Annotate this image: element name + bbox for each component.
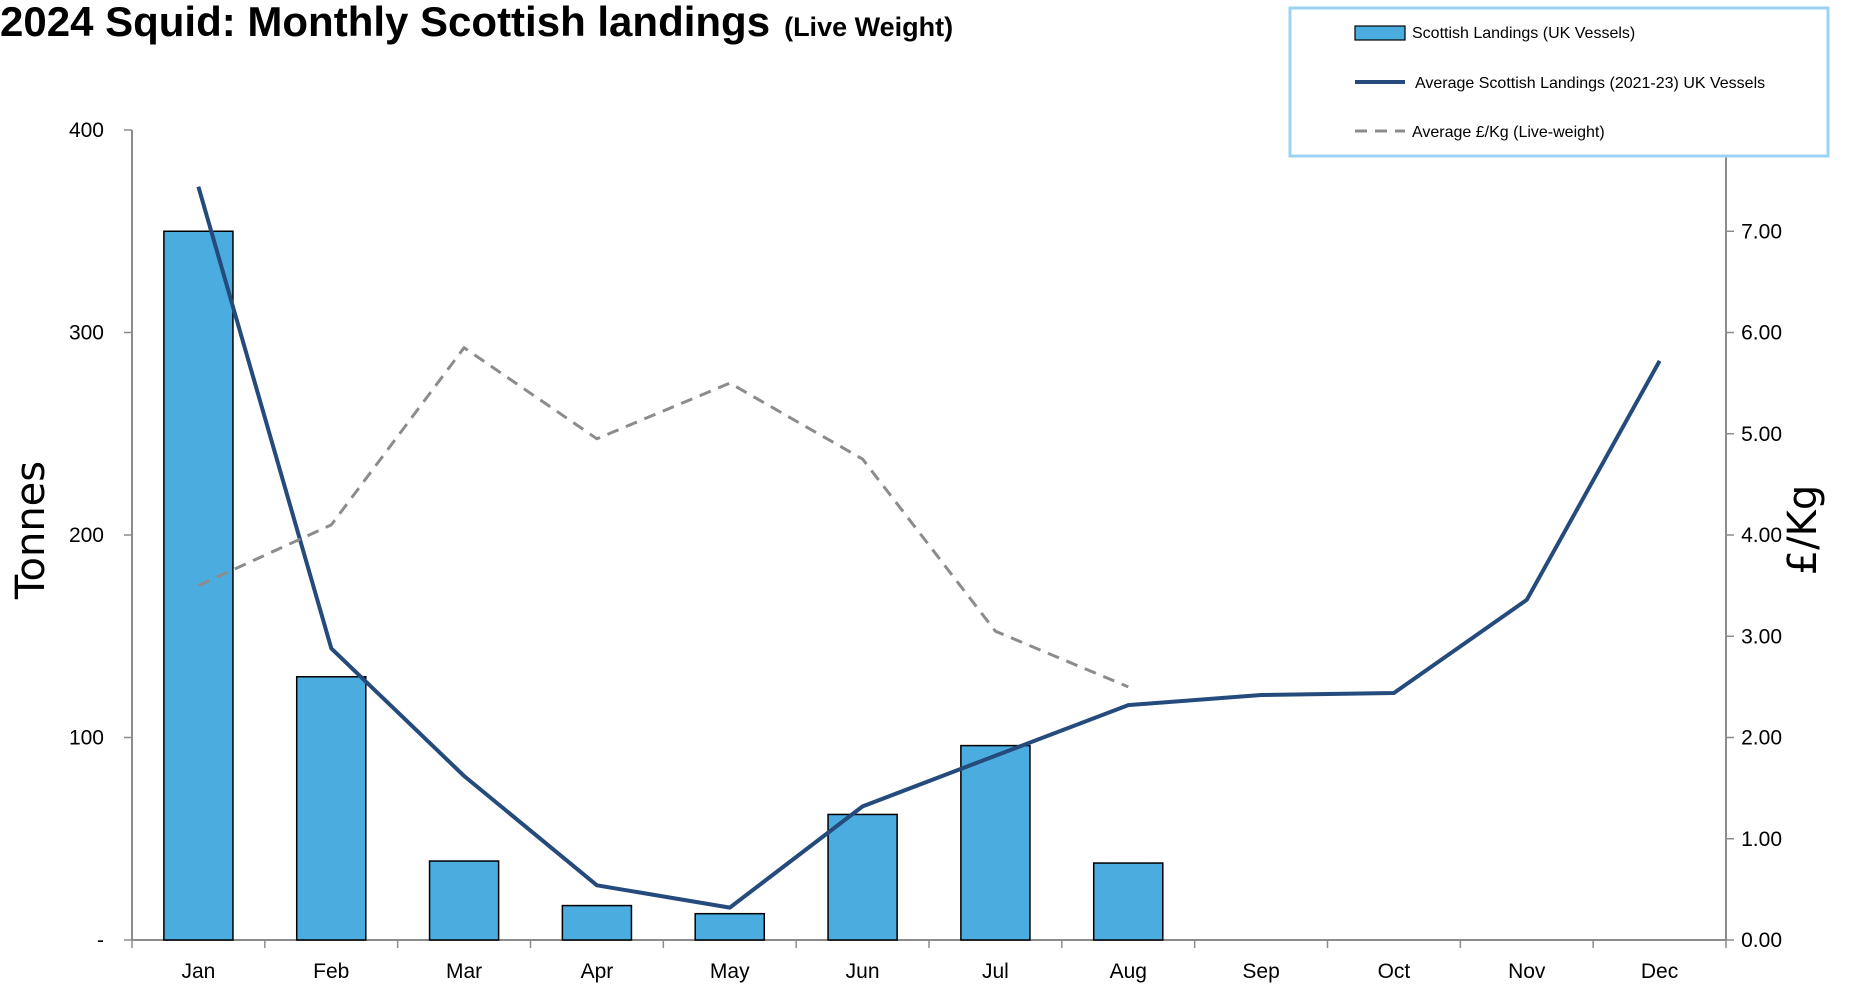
avg-price-line <box>197 346 1129 689</box>
y2-tick-label: 5.00 <box>1741 423 1782 446</box>
chart-title-main: 2024 Squid: Monthly Scottish landings <box>0 0 770 45</box>
bar-apr <box>561 904 633 941</box>
avg-landings-line <box>196 186 1662 910</box>
x-tick-label: Aug <box>1110 960 1147 983</box>
legend-swatch-bars <box>1354 25 1406 41</box>
legend-label-avg-landings: Average Scottish Landings (2021-23) UK V… <box>1415 75 1765 92</box>
y-tick-label: - <box>97 929 104 952</box>
x-tick-label: May <box>710 960 750 983</box>
bar-may <box>694 912 766 941</box>
x-tick-label: Mar <box>446 960 482 983</box>
y2-tick-label: 3.00 <box>1741 625 1782 648</box>
chart-title: 2024 Squid: Monthly Scottish landings (Li… <box>0 0 953 45</box>
bar-feb <box>295 676 367 941</box>
tick-labels: - 100 200 300 400 0.00 1.00 2.00 3.00 4.00 5.00 6.0… <box>69 119 1782 983</box>
bar-jun <box>827 813 898 941</box>
bar-jul <box>960 744 1031 941</box>
bar-mar <box>428 860 500 941</box>
x-tick-label: Jun <box>846 960 880 983</box>
x-tick-label: Jul <box>982 960 1009 983</box>
x-tick-label: Dec <box>1641 960 1678 983</box>
y-tick-label: 200 <box>69 524 104 547</box>
line-series <box>196 186 1662 910</box>
y2-tick-label: 6.00 <box>1741 322 1782 345</box>
y2-tick-label: 0.00 <box>1741 929 1782 952</box>
x-tick-label: Nov <box>1508 960 1546 983</box>
y2-tick-label: 4.00 <box>1741 524 1782 547</box>
y-tick-label: 100 <box>69 727 104 750</box>
legend-label-price: Average £/Kg (Live-weight) <box>1412 124 1605 141</box>
y2-tick-label: 2.00 <box>1741 727 1782 750</box>
legend-label-bars: Scottish Landings (UK Vessels) <box>1412 25 1635 42</box>
y-tick-label: 400 <box>69 119 104 142</box>
legend: Scottish Landings (UK Vessels) Average S… <box>1288 6 1830 158</box>
x-tick-label: Apr <box>581 960 614 983</box>
y2-tick-label: 7.00 <box>1741 220 1782 243</box>
axes <box>124 129 1734 948</box>
x-tick-label: Sep <box>1242 960 1279 983</box>
y2-tick-label: 1.00 <box>1741 828 1782 851</box>
bar-aug <box>1092 862 1164 941</box>
chart-subtitle: (Live Weight) <box>784 12 953 42</box>
x-tick-label: Feb <box>313 960 349 983</box>
x-tick-label: Oct <box>1378 960 1411 983</box>
y2-axis-title: £/Kg <box>1780 485 1826 576</box>
x-tick-label: Jan <box>181 960 215 983</box>
y-tick-label: 300 <box>69 322 104 345</box>
y-axis-title: Tonnes <box>8 461 54 600</box>
